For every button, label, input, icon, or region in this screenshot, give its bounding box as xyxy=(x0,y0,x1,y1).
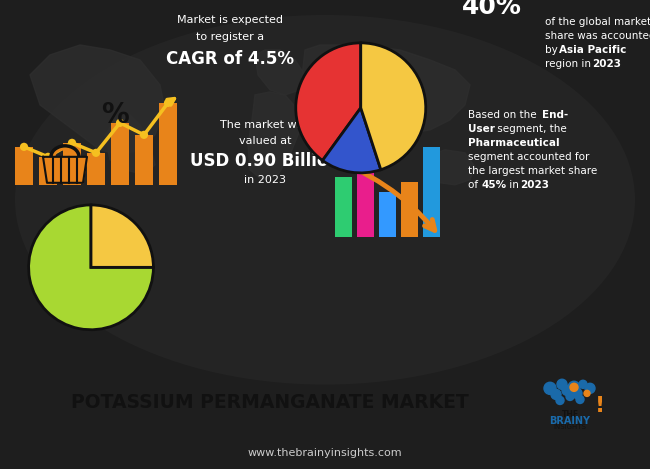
Circle shape xyxy=(572,388,582,399)
Text: POTASSIUM PERMANGANATE MARKET: POTASSIUM PERMANGANATE MARKET xyxy=(71,393,469,412)
Text: by: by xyxy=(545,45,561,55)
Text: 2023: 2023 xyxy=(592,59,621,69)
Text: in 2023: in 2023 xyxy=(244,175,286,185)
Text: 40%: 40% xyxy=(462,0,522,19)
Text: 45%: 45% xyxy=(482,180,507,190)
Bar xyxy=(15,147,33,185)
Bar xyxy=(111,123,129,185)
Point xyxy=(91,149,101,157)
Bar xyxy=(135,135,153,185)
Polygon shape xyxy=(255,50,305,95)
Circle shape xyxy=(585,383,595,393)
Bar xyxy=(63,143,81,185)
Text: USD 0.90 Billion: USD 0.90 Billion xyxy=(190,152,340,170)
Polygon shape xyxy=(430,150,475,185)
Polygon shape xyxy=(30,45,165,155)
Bar xyxy=(87,153,105,185)
Circle shape xyxy=(584,390,590,396)
Text: INSIGHTS: INSIGHTS xyxy=(554,424,586,430)
Wedge shape xyxy=(296,43,361,160)
Ellipse shape xyxy=(15,15,635,385)
Circle shape xyxy=(579,380,587,388)
Wedge shape xyxy=(322,108,381,173)
Text: segment, the: segment, the xyxy=(494,124,567,134)
Bar xyxy=(379,192,396,237)
Bar xyxy=(401,182,418,237)
Point xyxy=(162,99,173,106)
Circle shape xyxy=(557,379,567,389)
Wedge shape xyxy=(29,205,153,330)
Bar xyxy=(159,103,177,185)
Bar xyxy=(357,162,374,237)
Wedge shape xyxy=(91,205,153,267)
Wedge shape xyxy=(361,43,426,170)
Point xyxy=(115,119,125,127)
Text: CAGR of 4.5%: CAGR of 4.5% xyxy=(166,50,294,68)
Text: The market was: The market was xyxy=(220,120,309,130)
Point xyxy=(139,131,150,139)
Text: valued at: valued at xyxy=(239,136,291,146)
Text: Pharmaceutical: Pharmaceutical xyxy=(468,138,560,148)
Text: Market is expected: Market is expected xyxy=(177,15,283,25)
Circle shape xyxy=(570,383,578,391)
Text: !: ! xyxy=(595,395,605,416)
Circle shape xyxy=(568,381,580,393)
Text: THE: THE xyxy=(562,410,578,419)
Text: segment accounted for: segment accounted for xyxy=(468,152,590,162)
Bar xyxy=(39,157,57,185)
Text: share was accounted: share was accounted xyxy=(545,31,650,41)
Text: %: % xyxy=(101,101,129,129)
Text: the largest market share: the largest market share xyxy=(468,166,597,176)
Point xyxy=(67,139,77,147)
Polygon shape xyxy=(248,92,300,180)
Text: User: User xyxy=(468,124,495,134)
Text: BRAINY: BRAINY xyxy=(549,416,590,426)
Text: in: in xyxy=(506,180,522,190)
Text: Based on the: Based on the xyxy=(468,110,540,120)
Text: of the global market: of the global market xyxy=(545,17,650,27)
Text: of: of xyxy=(468,180,482,190)
Text: region in: region in xyxy=(545,59,594,69)
Polygon shape xyxy=(300,45,470,137)
Text: End-: End- xyxy=(542,110,568,120)
Circle shape xyxy=(566,393,574,401)
Text: www.thebrainyinsights.com: www.thebrainyinsights.com xyxy=(248,447,402,458)
Polygon shape xyxy=(43,157,87,183)
Circle shape xyxy=(551,389,561,400)
Bar xyxy=(335,177,352,237)
Text: 2023: 2023 xyxy=(520,180,549,190)
Circle shape xyxy=(544,382,556,394)
Circle shape xyxy=(562,386,572,395)
Point xyxy=(43,153,53,160)
Point xyxy=(19,143,29,151)
Text: to register a: to register a xyxy=(196,32,264,42)
Bar xyxy=(423,147,440,237)
Polygon shape xyxy=(105,115,155,175)
Circle shape xyxy=(556,396,564,404)
Circle shape xyxy=(576,395,584,403)
Text: Asia Pacific: Asia Pacific xyxy=(559,45,627,55)
